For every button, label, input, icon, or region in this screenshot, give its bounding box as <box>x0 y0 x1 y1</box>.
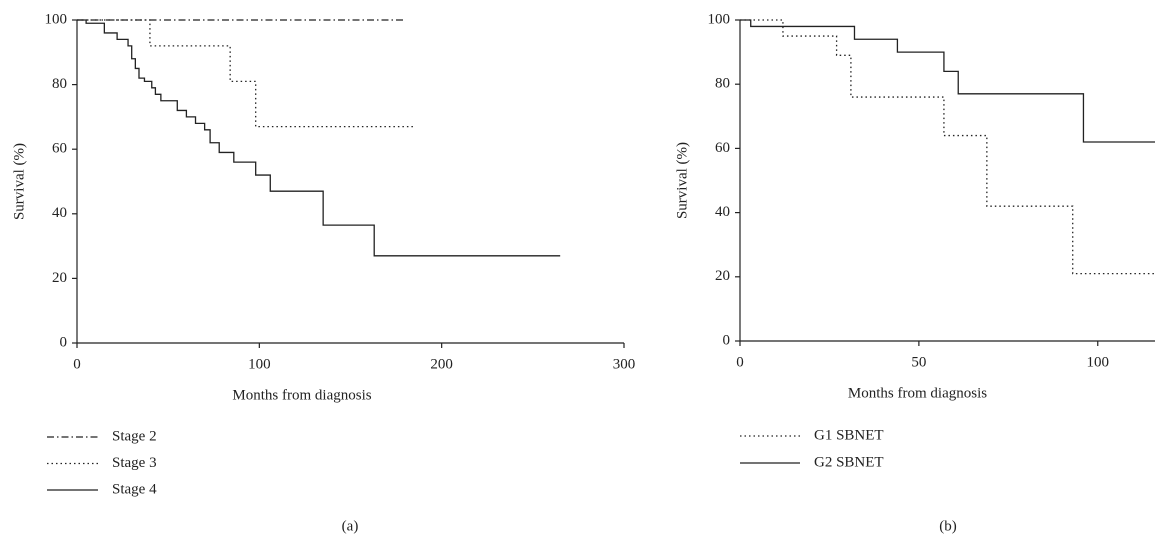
x-tick-label: 0 <box>736 354 744 370</box>
y-axis-title: Survival (%) <box>11 143 27 220</box>
y-tick-label: 80 <box>715 76 730 92</box>
x-axis-title: Months from diagnosis <box>232 387 371 403</box>
legend-label: G1 SBNET <box>814 427 884 443</box>
y-tick-label: 20 <box>715 268 730 284</box>
survival-curve <box>740 19 1155 275</box>
y-tick-label: 60 <box>715 140 730 156</box>
legend-label: Stage 2 <box>112 428 157 444</box>
x-tick-label: 200 <box>430 356 453 372</box>
legend-label: Stage 3 <box>112 455 157 471</box>
panel-label: (a) <box>342 518 359 534</box>
legend-label: G2 SBNET <box>814 454 884 470</box>
x-tick-label: 0 <box>73 356 81 372</box>
y-tick-label: 60 <box>52 141 67 157</box>
survival-curve <box>740 19 1155 143</box>
survival-curve <box>77 19 561 257</box>
y-tick-label: 100 <box>45 11 68 27</box>
y-tick-label: 80 <box>52 76 67 92</box>
axes <box>739 20 1155 342</box>
x-axis-title: Months from diagnosis <box>848 385 987 401</box>
x-tick-label: 300 <box>613 356 636 372</box>
legend-label: Stage 4 <box>112 481 157 497</box>
x-tick-label: 100 <box>1087 354 1110 370</box>
y-tick-label: 0 <box>723 332 731 348</box>
survival-curve <box>77 19 415 128</box>
y-tick-label: 100 <box>708 11 731 27</box>
x-tick-label: 100 <box>248 356 271 372</box>
y-tick-label: 0 <box>60 334 68 350</box>
x-tick-label: 50 <box>911 354 926 370</box>
panel-label: (b) <box>939 518 957 534</box>
y-tick-label: 40 <box>52 205 67 221</box>
y-tick-label: 40 <box>715 204 730 220</box>
y-axis-title: Survival (%) <box>674 142 690 219</box>
y-tick-label: 20 <box>52 270 67 286</box>
axes <box>76 20 624 344</box>
